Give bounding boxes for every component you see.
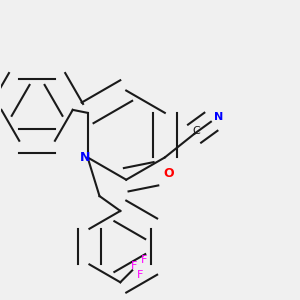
Text: O: O (164, 167, 174, 180)
Text: F: F (141, 255, 147, 265)
Text: F: F (130, 261, 137, 271)
Text: N: N (80, 151, 90, 164)
Text: F: F (136, 270, 143, 280)
Text: C: C (192, 126, 200, 136)
Text: N: N (214, 112, 223, 122)
